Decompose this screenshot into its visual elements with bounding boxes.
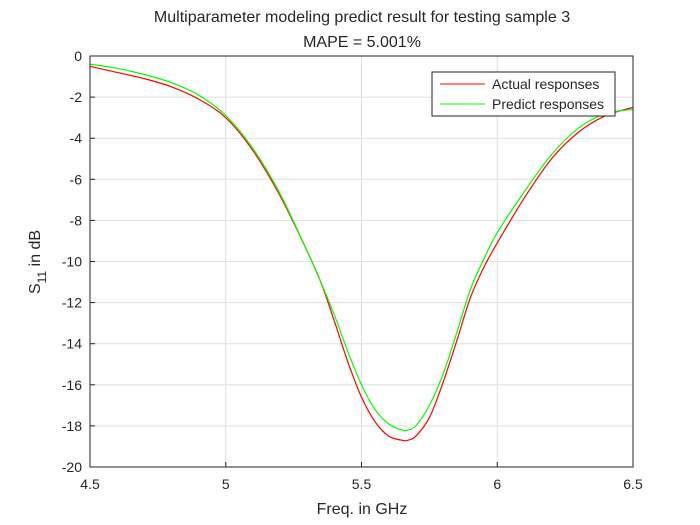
x-tick-label: 5 [222, 476, 230, 492]
x-tick-label: 6 [493, 476, 501, 492]
x-tick-label: 5.5 [352, 476, 372, 492]
series-line-predict [89, 63, 634, 432]
y-axis-label: S11 in dB [27, 230, 49, 294]
y-tick-label: -2 [70, 89, 83, 105]
y-tick-label: -6 [70, 171, 83, 187]
y-tick-label: -8 [70, 212, 83, 228]
y-tick-label: 0 [74, 48, 82, 64]
x-axis-ticks: 4.5 5 5.5 6 6.5 [80, 462, 643, 492]
y-tick-label: -18 [62, 418, 82, 434]
y-tick-label: -20 [62, 459, 82, 475]
y-tick-label: -10 [62, 254, 82, 270]
y-axis-ticks: 0 -2 -4 -6 -8 -10 -12 -14 -16 -18 -20 [62, 48, 95, 475]
y-axis-label-subscript: 11 [35, 271, 49, 284]
y-axis-label-tail: in dB [27, 230, 44, 271]
y-tick-label: -12 [62, 295, 82, 311]
x-axis-label: Freq. in GHz [317, 501, 408, 518]
series-line-actual [89, 65, 634, 442]
y-tick-label: -16 [62, 377, 82, 393]
chart-subtitle: MAPE = 5.001% [303, 34, 421, 51]
series-lines [89, 63, 634, 442]
chart-title: Multiparameter modeling predict result f… [154, 9, 570, 26]
grid [90, 56, 633, 467]
legend-label-predict: Predict responses [492, 96, 604, 112]
x-tick-label: 4.5 [80, 476, 100, 492]
legend-label-actual: Actual responses [492, 76, 599, 92]
y-tick-label: -14 [62, 336, 82, 352]
x-tick-label: 6.5 [623, 476, 643, 492]
y-axis-label-main: S [27, 283, 44, 294]
legend-box [431, 71, 616, 117]
y-tick-label: -4 [70, 130, 83, 146]
legend: Actual responses Predict responses [431, 71, 616, 117]
